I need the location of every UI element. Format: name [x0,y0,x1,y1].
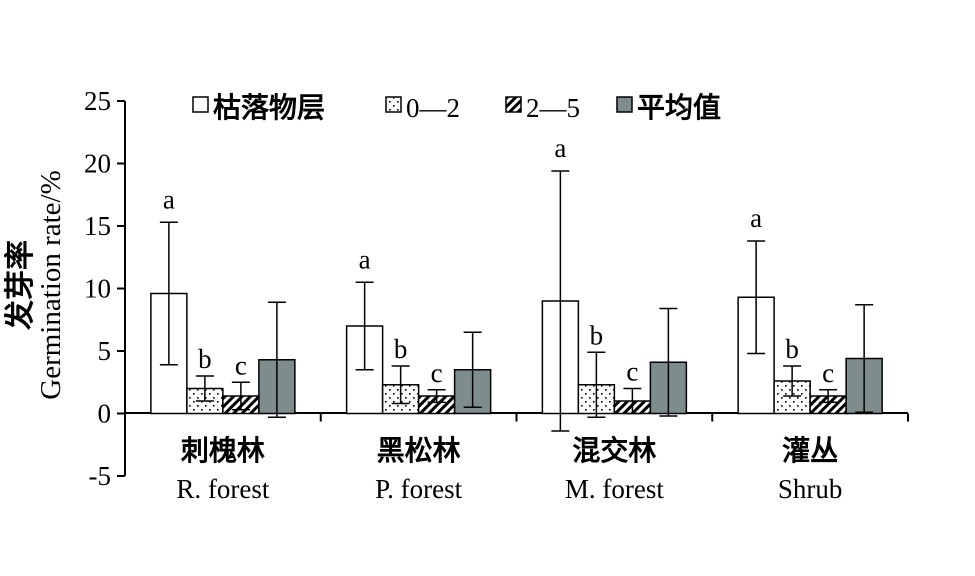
significance-letter: a [359,244,371,274]
y-ticks: 25 20 15 10 5 0 -5 [84,86,125,491]
x-category-label-en: P. forest [375,474,462,504]
y-tick-label: 20 [84,149,111,179]
significance-letter: c [822,358,834,388]
legend-label: 2—5 [526,93,580,123]
legend-label: 枯落物层 [213,91,325,124]
legend-swatch [616,96,633,113]
x-category-label-cn: 灌丛 [782,434,838,467]
bars [150,292,883,415]
significance-letter: c [431,358,443,388]
y-tick-label: 10 [84,274,111,304]
y-tick-label: 0 [98,399,112,429]
x-ticks [124,413,909,422]
x-category-label-cn: 混交林 [572,434,656,467]
x-category-label-en: M. forest [565,474,664,504]
legend-swatch [192,96,209,113]
x-category-label-en: R. forest [176,474,269,504]
significance-letter: c [235,350,247,380]
x-category-label-cn: 刺槐林 [181,434,265,467]
significance-letter: a [750,203,762,233]
x-category-label-cn: 黑松林 [377,434,461,467]
significance-letter: b [590,320,604,350]
legend-label: 平均值 [637,91,721,124]
significance-letter: a [163,184,175,214]
legend-swatch [505,96,522,113]
y-tick-label: 15 [84,211,111,241]
x-category-label-en: Shrub [778,474,843,504]
y-tick-label: -5 [89,461,112,491]
significance-letter: b [785,334,799,364]
significance-letter: b [198,344,212,374]
y-tick-label: 25 [84,86,111,116]
legend: 枯落物层 0—2 2—5 平均值 [192,91,721,124]
y-axis-label-cn: 发芽率 [3,240,38,331]
y-tick-label: 5 [98,336,112,366]
significance-letter: c [626,357,638,387]
significance-letter: a [554,133,566,163]
significance-letter: b [394,334,408,364]
legend-swatch [385,96,402,113]
y-axis-label-en: Germination rate/% [35,170,67,400]
error-bars [159,170,874,432]
legend-label: 0—2 [406,93,460,123]
x-category-labels: 刺槐林 R. forest 黑松林 P. forest 混交林 M. forest 灌丛 Sh… [176,434,842,504]
